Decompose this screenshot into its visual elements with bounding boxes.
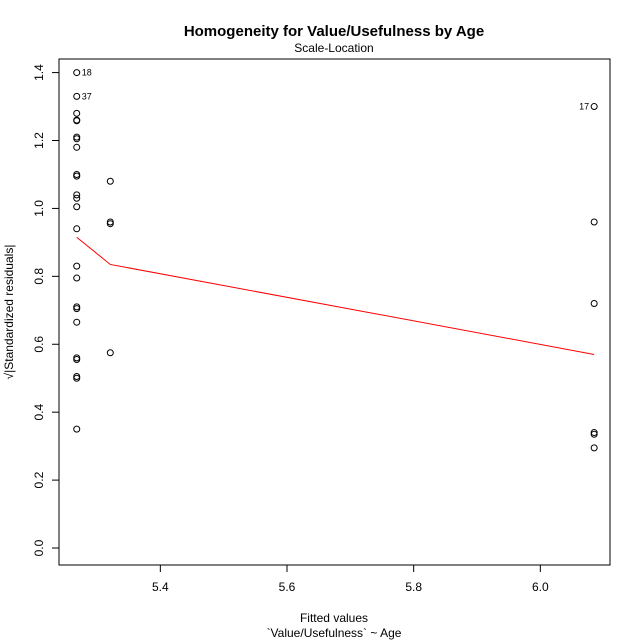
- smooth-line-group: [76, 236, 595, 355]
- y-axis-label: √|Standardized residuals|: [2, 245, 16, 380]
- y-tick-label: 1.0: [32, 200, 46, 217]
- smooth-line: [76, 236, 595, 355]
- point-label: 17: [579, 102, 589, 112]
- data-point: [73, 194, 81, 202]
- data-point: [73, 117, 81, 125]
- data-point: [73, 191, 81, 199]
- y-tick-label: 0.0: [32, 539, 46, 556]
- data-point: [106, 349, 114, 357]
- data-point: [73, 262, 81, 270]
- y-axis: 0.0 0.2 0.4 0.6 0.8 1.0 1.2 1.4: [32, 64, 60, 556]
- point-labels-group: 18 37 17: [82, 68, 589, 112]
- x-axis-label: Fitted values: [300, 611, 368, 625]
- data-point: [73, 69, 81, 77]
- data-point: [73, 203, 81, 211]
- y-tick-label: 0.4: [32, 404, 46, 421]
- plot-frame: [58, 58, 611, 566]
- point-label: 37: [82, 91, 92, 101]
- x-tick-label: 6.0: [532, 580, 549, 594]
- data-point: [73, 425, 81, 433]
- y-tick-label: 1.4: [32, 64, 46, 81]
- data-point: [73, 305, 81, 313]
- data-point: [590, 300, 598, 308]
- y-tick-label: 0.8: [32, 268, 46, 285]
- point-label: 18: [82, 68, 92, 78]
- chart-title: Homogeneity for Value/Usefulness by Age: [184, 23, 484, 40]
- data-point: [73, 135, 81, 143]
- points-group: [73, 69, 598, 452]
- data-point: [73, 356, 81, 364]
- data-point: [590, 430, 598, 438]
- data-point: [73, 92, 81, 100]
- data-point: [73, 318, 81, 326]
- x-tick-label: 5.6: [279, 580, 296, 594]
- data-point: [73, 109, 81, 117]
- x-tick-label: 5.8: [405, 580, 422, 594]
- data-point: [73, 225, 81, 233]
- y-tick-label: 0.6: [32, 336, 46, 353]
- data-point: [73, 143, 81, 151]
- x-tick-label: 5.4: [152, 580, 169, 594]
- data-point: [590, 103, 598, 111]
- x-axis: 5.4 5.6 5.8 6.0: [152, 564, 549, 594]
- x-axis-formula: `Value/Usefulness` ~ Age: [267, 626, 402, 640]
- chart-subtitle: Scale-Location: [294, 41, 373, 55]
- data-point: [73, 172, 81, 180]
- data-point: [590, 218, 598, 226]
- data-point: [106, 177, 114, 185]
- data-point: [590, 444, 598, 452]
- y-tick-label: 0.2: [32, 471, 46, 488]
- y-tick-label: 1.2: [32, 132, 46, 149]
- data-point: [73, 374, 81, 382]
- data-point: [73, 274, 81, 282]
- data-point: [106, 220, 114, 228]
